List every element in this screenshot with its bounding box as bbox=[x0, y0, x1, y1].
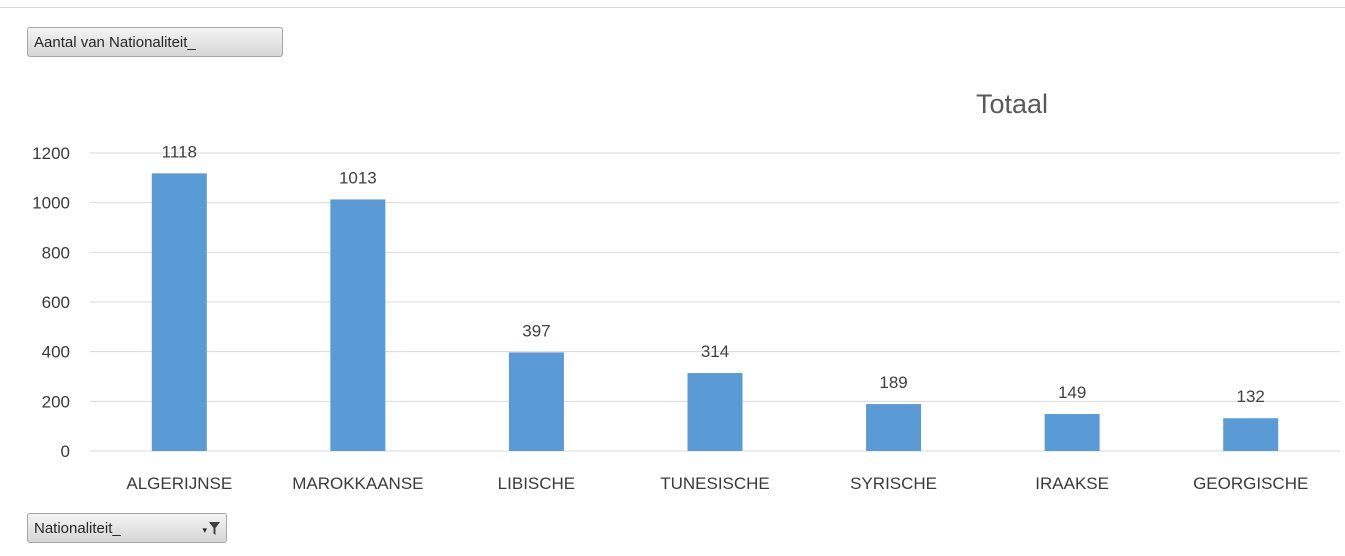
axis-field-button[interactable]: Nationaliteit_ ▾ bbox=[27, 513, 227, 543]
bar[interactable] bbox=[687, 373, 743, 451]
category-label: TUNESISCHE bbox=[660, 474, 770, 493]
bar[interactable] bbox=[866, 404, 922, 451]
bar[interactable] bbox=[1044, 413, 1100, 451]
bars bbox=[151, 173, 1279, 451]
bar[interactable] bbox=[151, 173, 207, 451]
y-tick-label: 800 bbox=[42, 243, 70, 262]
gridlines bbox=[90, 152, 1340, 452]
x-axis-category-labels: ALGERIJNSE MAROKKAANSE LIBISCHE TUNESISCHE S… bbox=[126, 474, 1308, 493]
bar[interactable] bbox=[330, 199, 386, 451]
bar[interactable] bbox=[1223, 418, 1279, 451]
data-labels: 1118 1013 397 314 189 149 132 bbox=[162, 142, 1265, 406]
category-label: SYRISCHE bbox=[850, 474, 937, 493]
axis-field-label: Nationaliteit_ bbox=[34, 519, 121, 537]
filter-icon[interactable]: ▾ bbox=[202, 521, 220, 535]
y-tick-label: 1000 bbox=[32, 194, 70, 213]
data-label: 149 bbox=[1058, 383, 1086, 402]
y-tick-label: 600 bbox=[42, 293, 70, 312]
bar[interactable] bbox=[508, 352, 564, 451]
y-axis-tick-labels: 0 200 400 600 800 1000 1200 bbox=[32, 144, 70, 461]
values-field-label: Aantal van Nationaliteit_ bbox=[34, 33, 196, 51]
category-label: ALGERIJNSE bbox=[126, 474, 232, 493]
dropdown-arrow-icon: ▾ bbox=[202, 524, 207, 535]
y-tick-label: 0 bbox=[61, 442, 70, 461]
y-tick-label: 200 bbox=[42, 392, 70, 411]
category-label: LIBISCHE bbox=[498, 474, 575, 493]
data-label: 314 bbox=[701, 342, 729, 361]
y-tick-label: 1200 bbox=[32, 144, 70, 163]
category-label: IRAAKSE bbox=[1035, 474, 1109, 493]
top-border bbox=[0, 7, 1345, 8]
data-label: 397 bbox=[522, 321, 550, 340]
category-label: GEORGISCHE bbox=[1193, 474, 1308, 493]
category-label: MAROKKAANSE bbox=[292, 474, 423, 493]
y-tick-label: 400 bbox=[42, 343, 70, 362]
values-field-button[interactable]: Aantal van Nationaliteit_ bbox=[27, 27, 283, 57]
funnel-icon bbox=[209, 521, 220, 535]
data-label: 1118 bbox=[162, 142, 197, 161]
data-label: 189 bbox=[879, 373, 907, 392]
chart-title: Totaal bbox=[976, 89, 1048, 119]
data-label: 132 bbox=[1237, 387, 1265, 406]
data-label: 1013 bbox=[339, 168, 377, 187]
